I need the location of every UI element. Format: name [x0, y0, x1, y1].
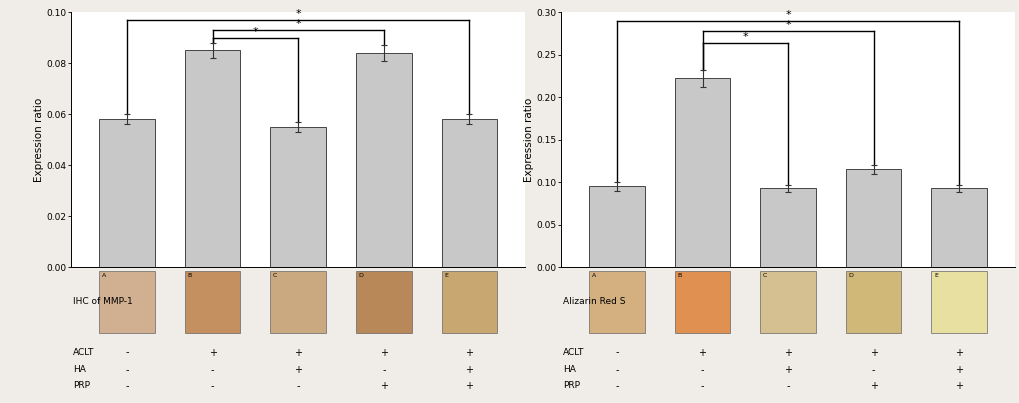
- Bar: [99, 119, 155, 267]
- Text: Alizarin Red S: Alizarin Red S: [562, 297, 625, 306]
- Text: D: D: [359, 274, 363, 278]
- Text: B: B: [677, 274, 681, 278]
- Bar: [356, 271, 412, 333]
- Text: +: +: [379, 348, 387, 357]
- Text: C: C: [273, 274, 277, 278]
- Text: -: -: [700, 365, 703, 375]
- Text: +: +: [869, 381, 876, 391]
- Text: *: *: [253, 27, 258, 37]
- Bar: [930, 271, 986, 333]
- Text: +: +: [955, 381, 962, 391]
- Text: +: +: [379, 381, 387, 391]
- Text: *: *: [785, 10, 790, 20]
- Text: +: +: [465, 348, 473, 357]
- Bar: [270, 271, 326, 333]
- Bar: [930, 188, 986, 267]
- Text: IHC of MMP-1: IHC of MMP-1: [73, 297, 132, 306]
- Text: E: E: [933, 274, 937, 278]
- Text: PRP: PRP: [562, 382, 580, 391]
- Y-axis label: Expression ratio: Expression ratio: [34, 98, 44, 182]
- Text: -: -: [700, 381, 703, 391]
- Y-axis label: Expression ratio: Expression ratio: [523, 98, 533, 182]
- Bar: [759, 188, 815, 267]
- Text: +: +: [784, 348, 792, 357]
- Text: -: -: [125, 365, 128, 375]
- Text: -: -: [125, 348, 128, 357]
- Text: -: -: [614, 381, 619, 391]
- Text: +: +: [698, 348, 706, 357]
- Text: *: *: [742, 32, 747, 42]
- Bar: [674, 79, 730, 267]
- Text: C: C: [762, 274, 766, 278]
- Text: *: *: [296, 19, 301, 29]
- Bar: [441, 271, 496, 333]
- Bar: [589, 187, 644, 267]
- Bar: [759, 271, 815, 333]
- Text: ACLT: ACLT: [73, 348, 95, 357]
- Text: -: -: [211, 365, 214, 375]
- Text: +: +: [293, 365, 302, 375]
- Bar: [184, 50, 240, 267]
- Text: E: E: [443, 274, 447, 278]
- Text: HA: HA: [73, 366, 86, 374]
- Text: PRP: PRP: [73, 382, 90, 391]
- Text: +: +: [869, 348, 876, 357]
- Text: -: -: [297, 381, 300, 391]
- Text: -: -: [211, 381, 214, 391]
- Text: -: -: [786, 381, 789, 391]
- Text: +: +: [465, 365, 473, 375]
- Text: -: -: [614, 348, 619, 357]
- Bar: [674, 271, 730, 333]
- Text: -: -: [382, 365, 385, 375]
- Text: ACLT: ACLT: [562, 348, 584, 357]
- Text: +: +: [955, 365, 962, 375]
- Text: +: +: [465, 381, 473, 391]
- Bar: [99, 271, 155, 333]
- Text: +: +: [293, 348, 302, 357]
- Text: D: D: [848, 274, 853, 278]
- Text: A: A: [591, 274, 595, 278]
- Bar: [184, 271, 240, 333]
- Bar: [270, 127, 326, 267]
- Text: +: +: [955, 348, 962, 357]
- Bar: [845, 170, 901, 267]
- Text: -: -: [871, 365, 874, 375]
- Text: HA: HA: [562, 366, 576, 374]
- Bar: [441, 119, 496, 267]
- Text: +: +: [209, 348, 216, 357]
- Text: *: *: [296, 9, 301, 19]
- Text: *: *: [785, 20, 790, 30]
- Text: B: B: [187, 274, 192, 278]
- Text: +: +: [784, 365, 792, 375]
- Text: -: -: [125, 381, 128, 391]
- Text: -: -: [614, 365, 619, 375]
- Bar: [845, 271, 901, 333]
- Bar: [356, 53, 412, 267]
- Text: A: A: [102, 274, 106, 278]
- Bar: [589, 271, 644, 333]
